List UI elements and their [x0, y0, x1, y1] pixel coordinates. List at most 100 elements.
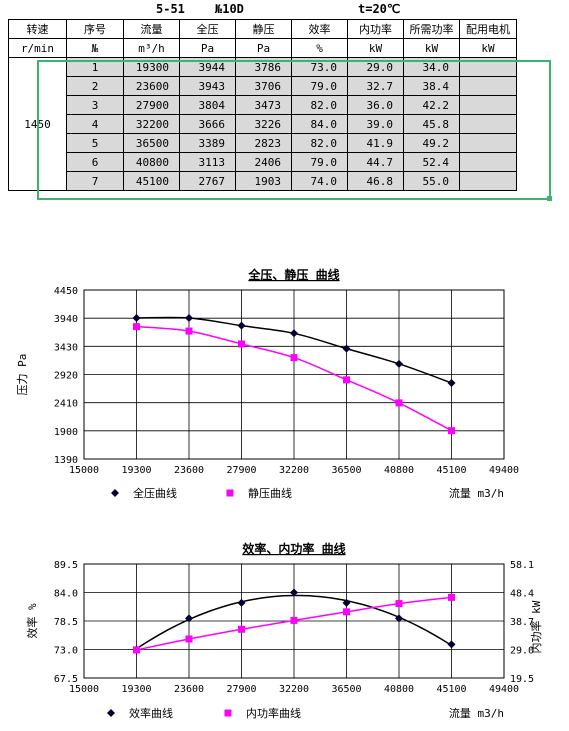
value-cell[interactable]: 27900: [123, 95, 180, 115]
value-cell[interactable]: 40800: [123, 152, 180, 172]
value-cell[interactable]: 39.0: [347, 114, 404, 134]
value-cell[interactable]: 82.0: [291, 133, 348, 153]
data-point: [343, 608, 350, 616]
value-cell[interactable]: 3473: [235, 95, 292, 115]
value-cell[interactable]: 3943: [179, 76, 236, 96]
data-point: [448, 593, 455, 601]
data-point: [185, 314, 193, 323]
value-cell[interactable]: 45100: [123, 171, 180, 191]
legend-marker: [107, 709, 115, 717]
legend-marker: [226, 489, 234, 497]
value-cell[interactable]: 41.9: [347, 133, 404, 153]
x-axis-label: 流量 m3/h: [449, 706, 504, 720]
value-cell[interactable]: 2406: [235, 152, 292, 172]
y2-tick-label: 19.5: [510, 674, 534, 685]
value-cell[interactable]: 3226: [235, 114, 292, 134]
value-cell[interactable]: 3804: [179, 95, 236, 115]
unit-cell: Pa: [179, 38, 236, 58]
value-cell[interactable]: 38.4: [403, 76, 460, 96]
value-cell[interactable]: 32200: [123, 114, 180, 134]
speed-cell: 1450: [8, 57, 67, 191]
value-cell[interactable]: 2767: [179, 171, 236, 191]
y-tick-label: 78.5: [54, 617, 78, 628]
unit-cell: r/min: [8, 38, 67, 58]
unit-cell: %: [291, 38, 348, 58]
value-cell[interactable]: 1903: [235, 171, 292, 191]
value-cell[interactable]: 3944: [179, 57, 236, 77]
data-point: [237, 321, 246, 330]
y-tick-label: 2410: [54, 399, 78, 410]
value-cell[interactable]: [459, 133, 517, 153]
value-cell[interactable]: 79.0: [291, 152, 348, 172]
col-header: 序号: [66, 19, 124, 39]
value-cell[interactable]: 36.0: [347, 95, 404, 115]
table-row: 4 32200 3666 3226 84.0 39.0 45.8: [9, 114, 517, 134]
index-cell[interactable]: 6: [66, 152, 124, 172]
index-cell[interactable]: 3: [66, 95, 124, 115]
value-cell[interactable]: [459, 76, 517, 96]
value-cell[interactable]: 49.2: [403, 133, 460, 153]
x-tick-label: 45100: [436, 465, 466, 476]
value-cell[interactable]: 19300: [123, 57, 180, 77]
data-point: [447, 378, 456, 387]
value-cell[interactable]: 29.0: [347, 57, 404, 77]
performance-table: 转速 序号 流量 全压 静压 效率 内功率 所需功率 配用电机 r/min № …: [8, 19, 517, 191]
table-row: 6 40800 3113 2406 79.0 44.7 52.4: [9, 152, 517, 172]
value-cell[interactable]: 52.4: [403, 152, 460, 172]
unit-cell: Pa: [235, 38, 292, 58]
value-cell[interactable]: 34.0: [403, 57, 460, 77]
value-cell[interactable]: 42.2: [403, 95, 460, 115]
x-tick-label: 40800: [384, 465, 414, 476]
value-cell[interactable]: 73.0: [291, 57, 348, 77]
x-tick-label: 15000: [69, 684, 99, 695]
y-tick-label: 3430: [54, 342, 78, 353]
value-cell[interactable]: 3786: [235, 57, 292, 77]
value-cell[interactable]: 36500: [123, 133, 180, 153]
unit-cell: kW: [459, 38, 517, 58]
value-cell[interactable]: 45.8: [403, 114, 460, 134]
legend-marker: [224, 709, 232, 717]
x-tick-label: 19300: [121, 684, 151, 695]
value-cell[interactable]: 3113: [179, 152, 236, 172]
value-cell[interactable]: 74.0: [291, 171, 348, 191]
data-point: [395, 600, 403, 608]
data-point: [238, 340, 245, 348]
value-cell[interactable]: 3706: [235, 76, 292, 96]
value-cell[interactable]: 23600: [123, 76, 180, 96]
fill-handle[interactable]: [547, 196, 552, 201]
value-cell[interactable]: [459, 95, 517, 115]
table-row: 5 36500 3389 2823 82.0 41.9 49.2: [9, 133, 517, 153]
chart-title: 效率、内功率 曲线: [242, 541, 345, 556]
y-tick-label: 67.5: [54, 674, 78, 685]
x-tick-label: 23600: [174, 684, 204, 695]
y2-tick-label: 48.4: [510, 589, 534, 600]
index-cell[interactable]: 4: [66, 114, 124, 134]
index-cell[interactable]: 2: [66, 76, 124, 96]
value-cell[interactable]: 44.7: [347, 152, 404, 172]
value-cell[interactable]: [459, 57, 517, 77]
value-cell[interactable]: 32.7: [347, 76, 404, 96]
data-point: [290, 329, 298, 338]
value-cell[interactable]: 55.0: [403, 171, 460, 191]
y-axis-label: 压力 Pa: [16, 354, 29, 396]
value-cell[interactable]: 82.0: [291, 95, 348, 115]
value-cell[interactable]: 84.0: [291, 114, 348, 134]
temperature: t=20℃: [358, 2, 401, 16]
value-cell[interactable]: [459, 171, 517, 191]
col-header: 静压: [235, 19, 292, 39]
value-cell[interactable]: 2823: [235, 133, 292, 153]
value-cell[interactable]: [459, 114, 517, 134]
x-tick-label: 19300: [121, 465, 151, 476]
value-cell[interactable]: 79.0: [291, 76, 348, 96]
value-cell[interactable]: 3389: [179, 133, 236, 153]
value-cell[interactable]: [459, 152, 517, 172]
index-cell[interactable]: 5: [66, 133, 124, 153]
index-cell[interactable]: 7: [66, 171, 124, 191]
value-cell[interactable]: 46.8: [347, 171, 404, 191]
value-cell[interactable]: 3666: [179, 114, 236, 134]
index-cell[interactable]: 1: [66, 57, 124, 77]
y-tick-label: 1390: [54, 455, 78, 466]
unit-cell: kW: [347, 38, 404, 58]
table-row: 2 23600 3943 3706 79.0 32.7 38.4: [9, 76, 517, 96]
x-tick-label: 40800: [384, 684, 414, 695]
